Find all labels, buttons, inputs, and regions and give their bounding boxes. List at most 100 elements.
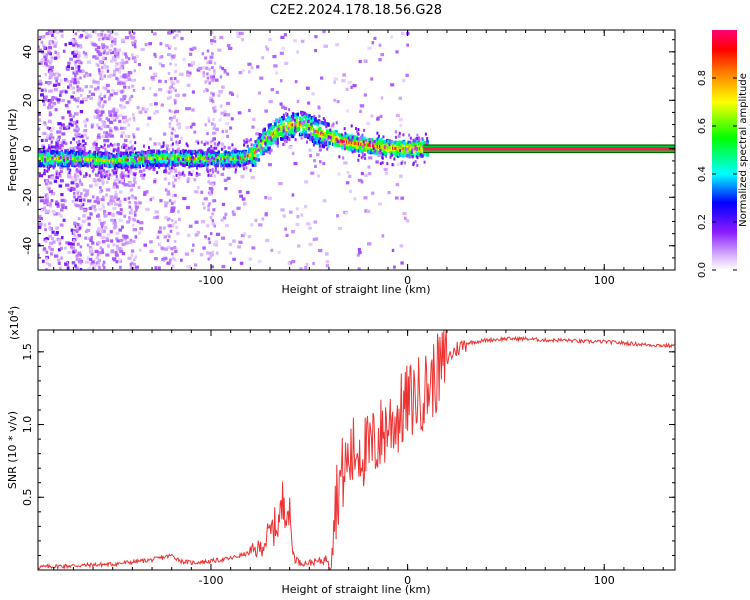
- noise-cell: [113, 73, 116, 77]
- noise-cell: [108, 48, 113, 53]
- noise-cell: [224, 186, 228, 191]
- noise-cell: [358, 59, 362, 64]
- noise-cell: [133, 262, 136, 266]
- noise-cell: [49, 128, 53, 133]
- noise-cell: [86, 228, 91, 233]
- noise-cell: [149, 102, 153, 107]
- ridge-core-cell: [271, 132, 274, 136]
- noise-cell: [380, 96, 384, 100]
- noise-cell: [60, 34, 64, 38]
- noise-cell: [43, 223, 47, 227]
- noise-cell: [38, 225, 42, 229]
- noise-cell: [51, 96, 56, 100]
- noise-cell: [121, 242, 126, 246]
- noise-cell: [102, 44, 106, 48]
- noise-cell: [43, 168, 46, 172]
- noise-cell: [98, 52, 103, 57]
- noise-cell: [55, 172, 58, 176]
- noise-cell: [89, 184, 93, 188]
- noise-cell: [163, 256, 168, 260]
- noise-cell: [45, 63, 49, 67]
- noise-cell: [112, 107, 116, 111]
- noise-cell: [193, 151, 196, 155]
- noise-cell: [188, 224, 193, 228]
- noise-cell: [60, 203, 65, 207]
- ridge-cell: [217, 150, 220, 155]
- ridge-cell: [334, 134, 337, 139]
- noise-cell: [146, 123, 150, 127]
- noise-cell: [77, 54, 81, 58]
- noise-cell: [164, 247, 169, 251]
- noise-cell: [103, 170, 107, 174]
- noise-cell: [186, 70, 190, 74]
- noise-cell: [179, 172, 184, 177]
- noise-cell: [102, 168, 105, 172]
- noise-cell: [367, 172, 372, 176]
- ridge-cell: [418, 141, 421, 146]
- noise-cell: [112, 199, 116, 203]
- noise-cell: [361, 145, 364, 149]
- noise-cell: [77, 61, 81, 65]
- noise-cell: [50, 174, 55, 178]
- ridge-core-cell: [178, 156, 181, 160]
- noise-cell: [170, 219, 174, 223]
- noise-cell: [282, 129, 285, 133]
- noise-cell: [304, 266, 308, 270]
- ridge-cell: [55, 150, 59, 155]
- noise-cell: [134, 166, 138, 170]
- noise-cell: [48, 227, 52, 231]
- noise-cell: [340, 133, 343, 137]
- noise-cell: [41, 259, 45, 263]
- noise-cell: [75, 267, 79, 270]
- ridge-core-cell: [39, 156, 42, 160]
- ridge-cell: [95, 160, 99, 165]
- noise-cell: [45, 55, 49, 59]
- noise-cell: [78, 88, 81, 92]
- noise-cell: [47, 64, 51, 68]
- ridge-cell: [346, 133, 349, 138]
- noise-cell: [164, 201, 169, 205]
- noise-cell: [223, 110, 227, 114]
- noise-cell: [66, 266, 70, 270]
- noise-cell: [104, 87, 108, 91]
- ridge-core-cell: [180, 156, 184, 160]
- noise-cell: [98, 98, 103, 102]
- noise-cell: [98, 153, 101, 157]
- noise-cell: [193, 268, 196, 270]
- noise-cell: [204, 80, 207, 84]
- noise-cell: [66, 110, 71, 114]
- noise-cell: [182, 148, 185, 152]
- noise-cell: [121, 145, 124, 149]
- noise-cell: [120, 106, 124, 110]
- noise-cell: [127, 73, 131, 77]
- noise-cell: [91, 159, 94, 163]
- noise-cell: [74, 32, 78, 36]
- noise-cell: [156, 235, 160, 239]
- noise-cell: [43, 103, 46, 107]
- noise-cell: [62, 140, 65, 144]
- noise-cell: [51, 237, 54, 241]
- noise-cell: [47, 82, 50, 86]
- ridge-cell: [343, 137, 347, 142]
- noise-cell: [188, 106, 191, 111]
- noise-cell: [164, 79, 167, 84]
- noise-cell: [122, 120, 127, 124]
- noise-cell: [97, 82, 100, 86]
- noise-cell: [274, 140, 277, 144]
- noise-cell: [405, 151, 409, 155]
- noise-cell: [39, 199, 44, 203]
- noise-cell: [68, 83, 73, 87]
- noise-cell: [109, 113, 113, 117]
- noise-cell: [168, 90, 171, 94]
- ridge-core-cell: [346, 140, 349, 144]
- noise-cell: [97, 240, 101, 245]
- noise-cell: [77, 127, 81, 131]
- noise-cell: [100, 33, 104, 37]
- noise-cell: [105, 83, 110, 87]
- noise-cell: [113, 118, 117, 122]
- noise-cell: [124, 52, 128, 56]
- noise-cell: [246, 139, 251, 143]
- noise-cell: [123, 197, 127, 201]
- noise-cell: [118, 218, 123, 222]
- noise-cell: [169, 169, 173, 173]
